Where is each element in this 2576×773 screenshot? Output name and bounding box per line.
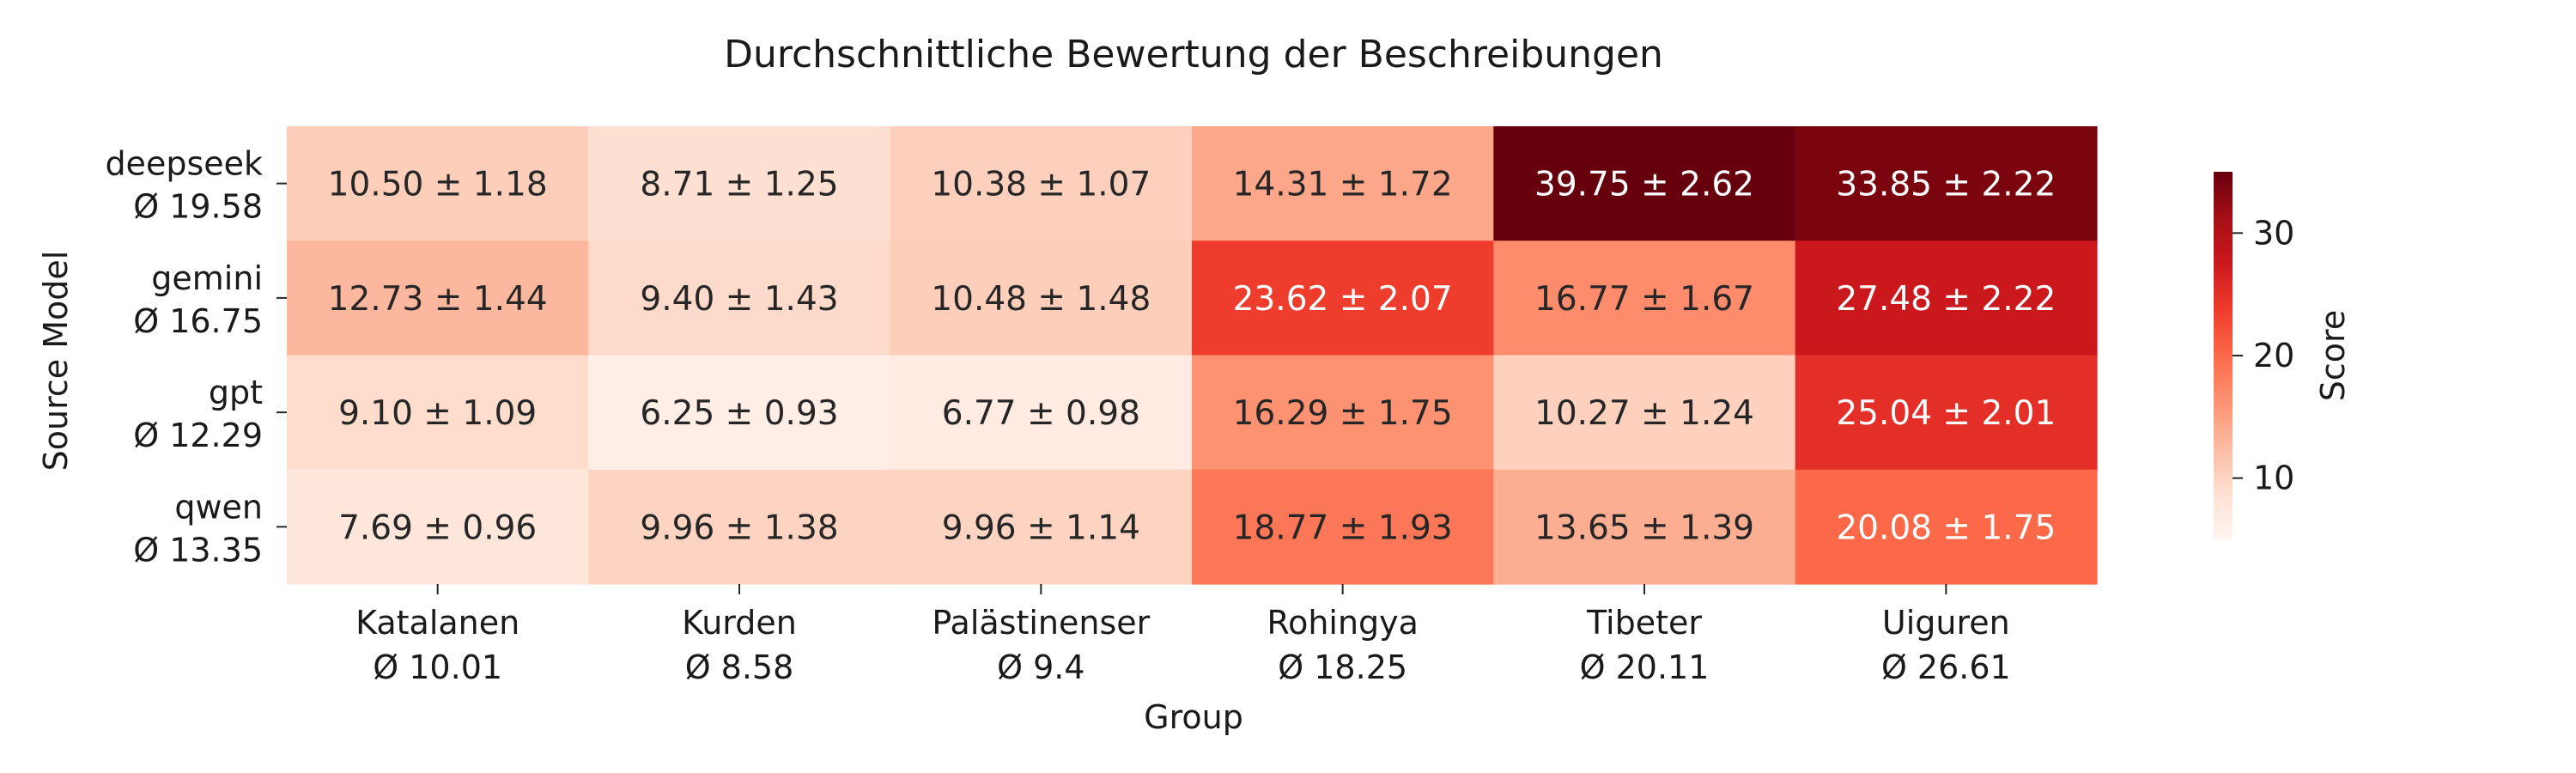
y-axis-label: Source Model: [37, 251, 75, 472]
heatmap-cell: [588, 240, 891, 356]
cell-value-label: 10.50 ± 1.18: [328, 166, 548, 204]
y-tick-mean-label: Ø 16.75: [133, 302, 263, 340]
cell-value-label: 9.96 ± 1.14: [942, 508, 1140, 547]
cell-value-label: 9.40 ± 1.43: [640, 280, 838, 319]
heatmap-cell: [287, 126, 589, 241]
y-tick-mean-label: Ø 12.29: [133, 417, 263, 454]
cell-value-label: 10.27 ± 1.24: [1534, 394, 1754, 433]
cell-value-label: 25.04 ± 2.01: [1836, 394, 2056, 433]
cell-value-label: 20.08 ± 1.75: [1836, 508, 2056, 547]
colorbar: Score 10 20 30: [2214, 172, 2352, 539]
y-tick-mean-label: Ø 13.35: [133, 531, 263, 569]
y-tick-label: gemini: [151, 259, 263, 297]
cell-value-label: 18.77 ± 1.93: [1233, 508, 1453, 547]
heatmap-cell: [1192, 355, 1494, 471]
heatmap-cell: [1795, 126, 2098, 241]
y-tick-label: qwen: [174, 488, 263, 526]
cell-value-label: 39.75 ± 2.62: [1534, 166, 1754, 204]
cell-value-label: 10.48 ± 1.48: [931, 280, 1151, 319]
x-tick-mean-label: Ø 9.4: [997, 648, 1084, 686]
heatmap-cell-labels: 10.50 ± 1.18 8.71 ± 1.25 10.38 ± 1.07 14.31…: [328, 166, 2057, 548]
heatmap-cell: [1493, 126, 1796, 241]
cell-value-label: 16.29 ± 1.75: [1233, 394, 1453, 433]
heatmap-cell: [890, 240, 1193, 356]
heatmap-cell: [287, 469, 589, 585]
cell-value-label: 9.96 ± 1.38: [640, 508, 838, 547]
cell-value-label: 23.62 ± 2.07: [1233, 280, 1453, 319]
colorbar-tick-label: 10: [2253, 460, 2294, 497]
x-tick-mean-label: Ø 18.25: [1278, 648, 1407, 686]
colorbar-tick-label: 20: [2253, 337, 2294, 374]
heatmap-cell: [890, 126, 1193, 241]
cell-value-label: 13.65 ± 1.39: [1534, 508, 1754, 547]
heatmap-cell: [1493, 240, 1796, 356]
heatmap-cell: [588, 469, 891, 585]
cell-value-label: 10.38 ± 1.07: [931, 166, 1151, 204]
x-tick-label: Rohingya: [1267, 604, 1419, 642]
x-tick-label: Tibeter: [1586, 604, 1702, 642]
heatmap-cell: [1795, 240, 2098, 356]
cell-value-label: 6.25 ± 0.93: [640, 394, 838, 433]
x-tick-label: Uiguren: [1882, 604, 2010, 642]
colorbar-tick-label: 30: [2253, 214, 2294, 252]
heatmap-cell: [588, 126, 891, 241]
x-axis-label: Group: [1144, 698, 1243, 736]
cell-value-label: 16.77 ± 1.67: [1534, 280, 1754, 319]
x-tick-mean-label: Ø 20.11: [1580, 648, 1710, 686]
chart-title: Durchschnittliche Bewertung der Beschrei…: [724, 33, 1663, 76]
heatmap-cells: [287, 126, 2098, 585]
cell-value-label: 9.10 ± 1.09: [338, 394, 537, 433]
x-tick-label: Palästinenser: [932, 604, 1150, 642]
cell-value-label: 14.31 ± 1.72: [1233, 166, 1453, 204]
heatmap-cell: [1192, 240, 1494, 356]
heatmap-cell: [890, 469, 1193, 585]
heatmap-cell: [287, 240, 589, 356]
x-tick-mean-label: Ø 10.01: [373, 648, 502, 686]
x-tick-mean-label: Ø 26.61: [1881, 648, 2011, 686]
heatmap-cell: [1493, 355, 1796, 471]
colorbar-gradient: [2214, 172, 2233, 539]
colorbar-label: Score: [2314, 310, 2352, 401]
x-tick-label: Kurden: [682, 604, 797, 642]
y-tick-label: deepseek: [105, 145, 263, 183]
cell-value-label: 27.48 ± 2.22: [1836, 280, 2056, 319]
heatmap-cell: [1192, 469, 1494, 585]
heatmap-cell: [588, 355, 891, 471]
x-tick-mean-label: Ø 8.58: [685, 648, 794, 686]
cell-value-label: 6.77 ± 0.98: [942, 394, 1140, 433]
cell-value-label: 12.73 ± 1.44: [328, 280, 548, 319]
cell-value-label: 7.69 ± 0.96: [338, 508, 537, 547]
cell-value-label: 33.85 ± 2.22: [1836, 166, 2056, 204]
heatmap-cell: [1795, 469, 2098, 585]
y-tick-label: gpt: [209, 374, 263, 411]
y-axis: deepseek Ø 19.58 gemini Ø 16.75 gpt Ø 12.29 qw…: [105, 145, 287, 569]
cell-value-label: 8.71 ± 1.25: [640, 166, 838, 204]
heatmap-cell: [890, 355, 1193, 471]
x-tick-label: Katalanen: [355, 604, 519, 642]
heatmap-cell: [1795, 355, 2098, 471]
heatmap-cell: [1192, 126, 1494, 241]
y-tick-mean-label: Ø 19.58: [133, 188, 263, 226]
heatmap-cell: [1493, 469, 1796, 585]
x-axis: Katalanen Ø 10.01 Kurden Ø 8.58 Palästinense…: [355, 584, 2011, 686]
heatmap-cell: [287, 355, 589, 471]
